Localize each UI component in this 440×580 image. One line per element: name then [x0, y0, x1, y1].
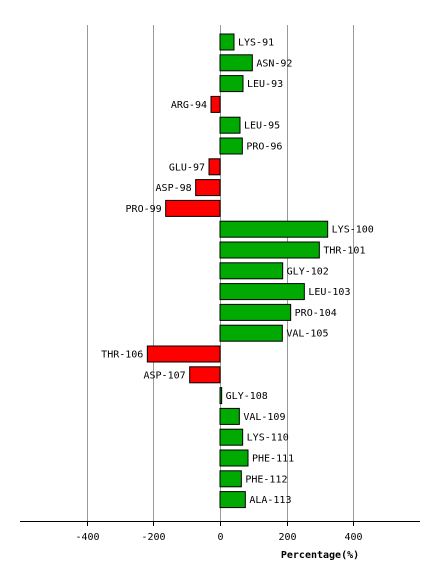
x-tick-label: 400	[344, 532, 362, 543]
bar-label: PRO-96	[246, 142, 282, 153]
bar-label: GLY-108	[226, 391, 268, 402]
bar-thr-106	[146, 345, 221, 363]
x-tick-label: 200	[278, 532, 296, 543]
x-axis-title: Percentage(%)	[281, 550, 359, 561]
bar-label: ARG-94	[171, 100, 207, 111]
bar-layer: LYS-91 ASN-92 LEU-93 ARG-94 LEU-95 PRO-96 GLU-…	[101, 33, 374, 509]
bar-val-109	[219, 407, 240, 425]
bar-asn-92	[219, 54, 253, 72]
bar-arg-94	[210, 95, 221, 113]
bar-label: PHE-111	[252, 454, 294, 465]
bar-asp-98	[195, 179, 221, 197]
bar-label: GLY-102	[287, 266, 329, 277]
bar-glu-97	[208, 158, 221, 176]
bar-label: LEU-103	[308, 287, 350, 298]
bar-label: ASP-107	[144, 370, 186, 381]
bar-lys-110	[219, 428, 244, 446]
bar-phe-111	[219, 449, 249, 467]
bar-label: THR-106	[101, 350, 143, 361]
bar-pro-96	[219, 137, 243, 155]
bar-leu-95	[219, 116, 241, 134]
bar-leu-103	[219, 283, 305, 301]
x-tick-label: -200	[141, 532, 165, 543]
bar-lys-100	[219, 220, 329, 238]
axis-layer: -400 -200 0 200 400	[20, 521, 420, 543]
bar-thr-101	[219, 241, 320, 259]
bar-label: THR-101	[323, 246, 365, 257]
bar-label: VAL-105	[286, 329, 328, 340]
bar-label: LEU-93	[247, 79, 283, 90]
bar-gly-108	[219, 387, 223, 405]
bar-label: PHE-112	[245, 474, 287, 485]
bar-pro-99	[165, 199, 221, 217]
bar-phe-112	[219, 470, 242, 488]
bar-pro-104	[219, 303, 292, 321]
bar-leu-93	[219, 75, 244, 93]
bar-label: VAL-109	[243, 412, 285, 423]
bar-label: ASP-98	[156, 183, 192, 194]
bar-asp-107	[189, 366, 221, 384]
bar-label: PRO-104	[295, 308, 337, 319]
bar-label: PRO-99	[126, 204, 162, 215]
bar-label: LYS-100	[332, 225, 374, 236]
bar-ala-113	[219, 491, 246, 509]
bar-val-105	[219, 324, 283, 342]
bar-label: LYS-91	[238, 38, 274, 49]
bar-label: ALA-113	[249, 495, 291, 506]
bar-lys-91	[219, 33, 235, 51]
bar-label: GLU-97	[169, 162, 205, 173]
x-tick-label: -400	[75, 532, 99, 543]
bar-label: ASN-92	[256, 58, 292, 69]
x-tick-label: 0	[217, 532, 223, 543]
bar-label: LEU-95	[244, 121, 280, 132]
bar-gly-102	[219, 262, 284, 280]
bar-label: LYS-110	[247, 433, 289, 444]
